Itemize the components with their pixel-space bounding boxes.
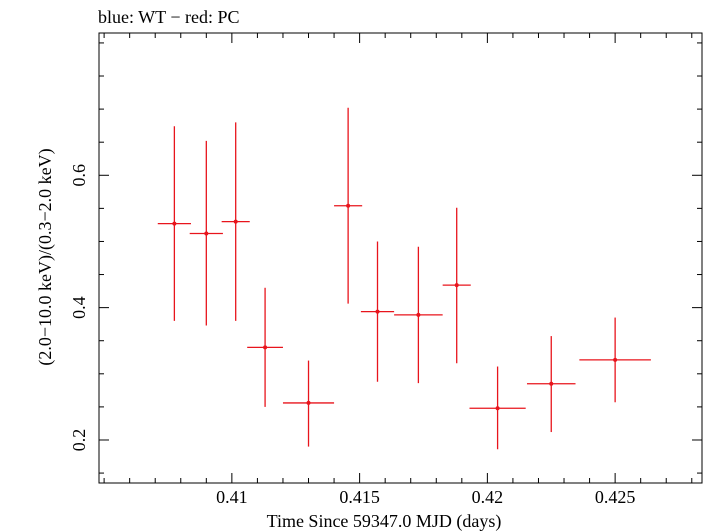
point-marker	[495, 406, 500, 411]
point-marker	[613, 357, 618, 362]
axis-ticks	[99, 33, 702, 483]
data-point	[469, 366, 526, 450]
point-marker	[233, 219, 238, 224]
x-tick-label: 0.41	[216, 487, 248, 507]
data-point	[334, 107, 363, 304]
point-marker	[549, 381, 554, 386]
y-tick-label: 0.4	[69, 296, 89, 319]
chart-title: blue: WT − red: PC	[98, 7, 239, 27]
point-marker	[346, 203, 351, 208]
data-point	[157, 126, 191, 321]
y-tick-label: 0.2	[69, 429, 89, 452]
x-tick-labels: 0.41 0.415 0.42 0.425	[216, 487, 635, 507]
x-tick-label: 0.42	[472, 487, 504, 507]
data-point	[579, 317, 651, 403]
data-point	[282, 360, 335, 447]
x-tick-label: 0.425	[595, 487, 636, 507]
data-points	[157, 107, 651, 450]
point-marker	[375, 309, 380, 314]
y-axis-label: (2.0−10.0 keV)/(0.3−2.0 keV)	[35, 148, 56, 365]
data-point	[189, 140, 223, 326]
x-tick-label: 0.415	[339, 487, 380, 507]
data-point	[526, 336, 576, 433]
point-marker	[204, 231, 209, 236]
y-tick-labels: 0.2 0.4 0.6	[69, 164, 89, 451]
y-tick-label: 0.6	[69, 164, 89, 187]
x-axis-label: Time Since 59347.0 MJD (days)	[267, 511, 502, 532]
point-marker	[172, 221, 177, 226]
point-marker	[454, 283, 459, 288]
data-point	[360, 241, 395, 382]
point-marker	[263, 345, 268, 350]
data-point	[442, 207, 471, 364]
point-marker	[416, 312, 421, 317]
data-point	[221, 122, 250, 321]
plot-frame	[98, 32, 703, 484]
point-marker	[306, 400, 311, 405]
data-point	[394, 246, 443, 384]
data-point	[247, 287, 283, 407]
